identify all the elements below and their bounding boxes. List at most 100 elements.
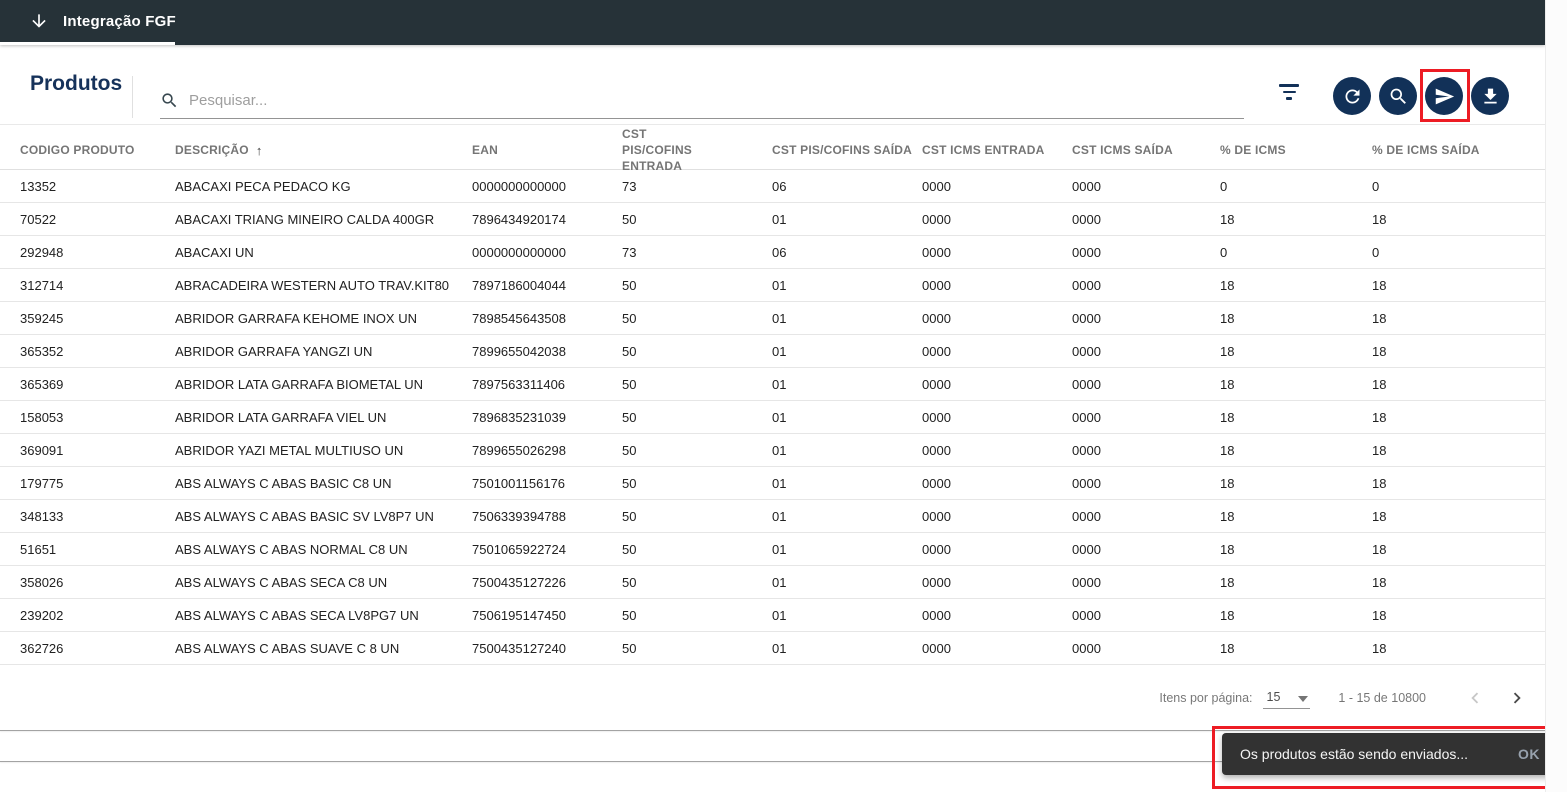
cell-cst-pis-cofins-entrada: 50 [622,211,637,227]
cell-codigo-produto: 292948 [20,244,64,260]
cell-pct-icms-saida: 18 [1372,574,1387,590]
table-row[interactable]: 51651 ABS ALWAYS C ABAS NORMAL C8 UN 750… [0,533,1545,566]
table-row[interactable]: 179775 ABS ALWAYS C ABAS BASIC C8 UN 750… [0,467,1545,500]
cell-descricao: ABRIDOR GARRAFA YANGZI UN [175,343,373,359]
column-header[interactable]: % DE ICMS [1220,143,1372,157]
cell-ean: 7501001156176 [472,475,566,491]
cell-descricao: ABRIDOR YAZI METAL MULTIUSO UN [175,442,404,458]
cell-cst-icms-saida: 0000 [1072,607,1101,623]
cell-pct-icms: 18 [1220,442,1235,458]
cell-codigo-produto: 51651 [20,541,57,557]
cell-cst-icms-saida: 0000 [1072,574,1101,590]
table-row[interactable]: 292948 ABACAXI UN 0000000000000 73 06 00… [0,236,1545,269]
table-row[interactable]: 13352 ABACAXI PECA PEDACO KG 00000000000… [0,170,1545,203]
send-icon [1435,88,1454,104]
table-row[interactable]: 239202 ABS ALWAYS C ABAS SECA LV8PG7 UN … [0,599,1545,632]
cell-cst-pis-cofins-saida: 06 [772,244,787,260]
search-input[interactable] [189,92,1089,109]
column-header[interactable]: CODIGO PRODUTO [20,143,175,157]
cell-cst-icms-saida: 0000 [1072,211,1101,227]
search-icon [160,91,179,110]
chevron-down-icon [1298,695,1309,702]
table-row[interactable]: 70522 ABACAXI TRIANG MINEIRO CALDA 400GR… [0,203,1545,236]
cell-cst-pis-cofins-entrada: 73 [622,178,637,194]
cell-descricao: ABS ALWAYS C ABAS NORMAL C8 UN [175,541,408,557]
tab-integracao-fgf[interactable]: Integração FGF [0,0,176,45]
cell-cst-icms-saida: 0000 [1072,541,1101,557]
column-header[interactable]: % DE ICMS SAÍDA [1372,143,1545,157]
cell-pct-icms: 18 [1220,310,1235,326]
cell-cst-pis-cofins-saida: 01 [772,211,787,227]
column-header-label: % DE ICMS SAÍDA [1372,143,1480,158]
refresh-button[interactable] [1333,77,1371,115]
cell-cst-pis-cofins-saida: 01 [772,277,787,293]
cell-cst-icms-entrada: 0000 [922,343,951,359]
cell-codigo-produto: 348133 [20,508,64,524]
filter-button[interactable] [1276,84,1302,108]
cell-cst-pis-cofins-saida: 01 [772,574,787,590]
snackbar-ok-button[interactable]: OK [1518,746,1540,762]
sort-arrow-icon: ↑ [255,142,263,158]
cell-cst-icms-saida: 0000 [1072,409,1101,425]
table-row[interactable]: 158053 ABRIDOR LATA GARRAFA VIEL UN 7896… [0,401,1545,434]
table-row[interactable]: 365369 ABRIDOR LATA GARRAFA BIOMETAL UN … [0,368,1545,401]
cell-cst-pis-cofins-entrada: 50 [622,409,637,425]
cell-cst-pis-cofins-entrada: 50 [622,574,637,590]
scrollbar-gutter[interactable] [1545,0,1567,792]
send-button[interactable] [1425,77,1463,115]
cell-descricao: ABS ALWAYS C ABAS BASIC C8 UN [175,475,392,491]
cell-pct-icms-saida: 18 [1372,343,1387,359]
cell-cst-pis-cofins-entrada: 50 [622,310,637,326]
cell-codigo-produto: 158053 [20,409,64,425]
cell-pct-icms-saida: 18 [1372,640,1387,656]
column-header[interactable]: DESCRIÇÃO ↑ [175,143,472,158]
cell-ean: 0000000000000 [472,178,566,194]
paginator: Itens por página: 15 1 - 15 de 10800 [1159,676,1530,720]
cell-pct-icms: 18 [1220,541,1235,557]
column-header-label: CST PIS/COFINS ENTRADA [622,127,693,174]
cell-ean: 7899655026298 [472,442,566,458]
column-header[interactable]: CST PIS/COFINS SAÍDA [772,143,922,157]
next-page-button[interactable] [1504,685,1530,711]
cell-cst-icms-saida: 0000 [1072,442,1101,458]
snackbar: Os produtos estão sendo enviados... OK [1222,733,1558,775]
cell-cst-icms-entrada: 0000 [922,244,951,260]
cell-ean: 7500435127226 [472,574,566,590]
column-header[interactable]: EAN [472,143,622,157]
column-header[interactable]: CST ICMS ENTRADA [922,143,1072,157]
cell-pct-icms-saida: 18 [1372,277,1387,293]
previous-page-button[interactable] [1462,685,1488,711]
download-button[interactable] [1471,77,1509,115]
cell-cst-icms-entrada: 0000 [922,541,951,557]
cell-cst-pis-cofins-saida: 01 [772,475,787,491]
cell-codigo-produto: 70522 [20,211,57,227]
column-header[interactable]: CST ICMS SAÍDA [1072,143,1220,157]
search-action-button[interactable] [1379,77,1417,115]
snackbar-message: Os produtos estão sendo enviados... [1240,746,1469,762]
table-row[interactable]: 348133 ABS ALWAYS C ABAS BASIC SV LV8P7 … [0,500,1545,533]
cell-cst-pis-cofins-saida: 01 [772,640,787,656]
table-row[interactable]: 312714 ABRACADEIRA WESTERN AUTO TRAV.KIT… [0,269,1545,302]
column-header[interactable]: CST PIS/COFINS ENTRADA [622,126,730,175]
cell-pct-icms-saida: 18 [1372,607,1387,623]
cell-pct-icms-saida: 18 [1372,442,1387,458]
cell-cst-icms-entrada: 0000 [922,442,951,458]
cell-cst-icms-saida: 0000 [1072,277,1101,293]
table-row[interactable]: 365352 ABRIDOR GARRAFA YANGZI UN 7899655… [0,335,1545,368]
items-per-page-select[interactable]: 15 [1262,688,1311,709]
cell-cst-icms-entrada: 0000 [922,475,951,491]
cell-codigo-produto: 239202 [20,607,64,623]
cell-pct-icms: 18 [1220,475,1235,491]
cell-ean: 7500435127240 [472,640,566,656]
cell-cst-pis-cofins-saida: 01 [772,409,787,425]
table-row[interactable]: 369091 ABRIDOR YAZI METAL MULTIUSO UN 78… [0,434,1545,467]
cell-cst-icms-entrada: 0000 [922,178,951,194]
table-row[interactable]: 359245 ABRIDOR GARRAFA KEHOME INOX UN 78… [0,302,1545,335]
cell-cst-pis-cofins-saida: 01 [772,442,787,458]
cell-pct-icms-saida: 18 [1372,508,1387,524]
cell-cst-pis-cofins-entrada: 50 [622,442,637,458]
table-row[interactable]: 358026 ABS ALWAYS C ABAS SECA C8 UN 7500… [0,566,1545,599]
cell-pct-icms: 18 [1220,640,1235,656]
cell-cst-icms-entrada: 0000 [922,376,951,392]
table-row[interactable]: 362726 ABS ALWAYS C ABAS SUAVE C 8 UN 75… [0,632,1545,665]
